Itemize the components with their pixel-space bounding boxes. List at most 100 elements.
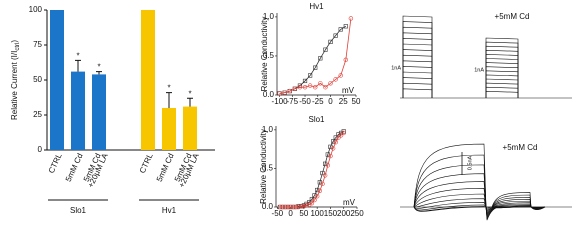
y-tick-label: 0.0 <box>263 90 275 99</box>
marker <box>330 146 336 151</box>
y-tick-label: 0.5 <box>262 164 274 173</box>
marker <box>283 204 288 210</box>
y-axis-label-part: Relative Current (I/I <box>10 51 19 120</box>
marker <box>312 197 317 203</box>
x-unit: mV <box>342 86 355 95</box>
x-tick-label: 50 <box>299 209 308 218</box>
marker <box>328 81 333 86</box>
trace <box>485 86 519 98</box>
y-tick-label: 0.0 <box>262 202 274 211</box>
marker <box>320 170 325 176</box>
trace <box>485 82 519 98</box>
marker <box>277 91 282 96</box>
y-tick-label: 1.0 <box>262 125 274 134</box>
bar <box>183 106 197 150</box>
trace <box>413 143 501 221</box>
x-tick-label: 250 <box>350 209 364 218</box>
x-tick-label: CTRL <box>47 151 64 174</box>
trace <box>485 62 519 98</box>
marker <box>314 194 320 199</box>
marker <box>343 24 348 29</box>
marker <box>301 204 307 209</box>
marker <box>323 84 328 90</box>
marker <box>307 83 313 88</box>
marker <box>338 133 344 138</box>
marker <box>333 77 338 82</box>
marker <box>293 204 299 210</box>
marker <box>333 33 338 38</box>
marker <box>288 204 293 210</box>
y-tick-label: 0 <box>38 145 43 154</box>
x-tick-label: 200 <box>337 209 351 218</box>
marker <box>285 204 291 210</box>
marker <box>282 90 287 95</box>
x-tick-label: 100 <box>310 209 324 218</box>
error-bar <box>75 59 81 72</box>
marker <box>313 65 318 70</box>
trace <box>485 45 519 98</box>
x-tick-label: 0 <box>288 209 293 218</box>
marker <box>302 78 308 84</box>
trace <box>402 82 433 98</box>
chart-title: Hv1 <box>309 2 324 11</box>
fit-line <box>279 132 344 208</box>
bar <box>162 108 176 150</box>
scale-label: 1nA <box>391 65 401 71</box>
group-label: Hv1 <box>162 206 177 215</box>
x-tick-label: -25 <box>312 97 324 106</box>
marker <box>318 81 323 86</box>
y-tick-label: 50 <box>33 75 42 84</box>
error-bar <box>96 71 102 75</box>
bar <box>141 10 155 150</box>
marker <box>302 84 308 90</box>
fit-line <box>279 25 347 94</box>
trace <box>402 71 433 98</box>
trace <box>485 90 519 98</box>
marker <box>323 47 328 52</box>
marker <box>312 193 317 198</box>
x-tick-label: 0 <box>328 97 333 106</box>
marker <box>315 187 320 193</box>
trace-label: +5mM Cd <box>495 12 530 21</box>
marker <box>296 204 301 210</box>
y-axis-label: Relative Conductivity <box>259 129 268 204</box>
y-axis-label-part: ) <box>10 40 19 43</box>
trace <box>491 192 546 211</box>
marker <box>277 204 283 210</box>
bar <box>50 10 64 150</box>
x-tick-label: 150 <box>324 209 338 218</box>
x-tick-label: 25 <box>339 97 348 106</box>
scale-label: 0.5nA <box>467 155 473 170</box>
error-bar <box>166 92 172 108</box>
significance: * <box>167 84 170 93</box>
marker <box>318 56 323 61</box>
y-axis-label: Relative Current (I/Ictrl) <box>10 40 20 120</box>
trace <box>485 78 519 98</box>
y-tick-label: 25 <box>33 110 42 119</box>
y-axis-label-part: ctrl <box>15 43 21 51</box>
marker <box>341 130 346 136</box>
scale-label: 1nA <box>474 67 484 73</box>
marker <box>304 203 309 208</box>
marker <box>343 57 349 63</box>
trace <box>402 49 433 98</box>
marker <box>292 86 298 91</box>
marker <box>297 84 303 90</box>
trace <box>485 74 519 98</box>
y-tick-label: 0.5 <box>263 51 275 60</box>
y-axis-label: Relative Conductivity <box>260 17 269 92</box>
marker <box>338 27 343 32</box>
significance: * <box>76 52 79 61</box>
chart-title: Slo1 <box>308 115 325 124</box>
bar <box>71 71 85 150</box>
marker <box>299 204 304 209</box>
bar <box>92 74 106 150</box>
marker <box>328 153 333 159</box>
marker <box>280 204 285 210</box>
marker <box>309 200 315 206</box>
x-tick-label: -50 <box>272 209 284 218</box>
marker <box>328 39 333 44</box>
marker <box>322 173 328 178</box>
current-traces <box>400 15 572 221</box>
